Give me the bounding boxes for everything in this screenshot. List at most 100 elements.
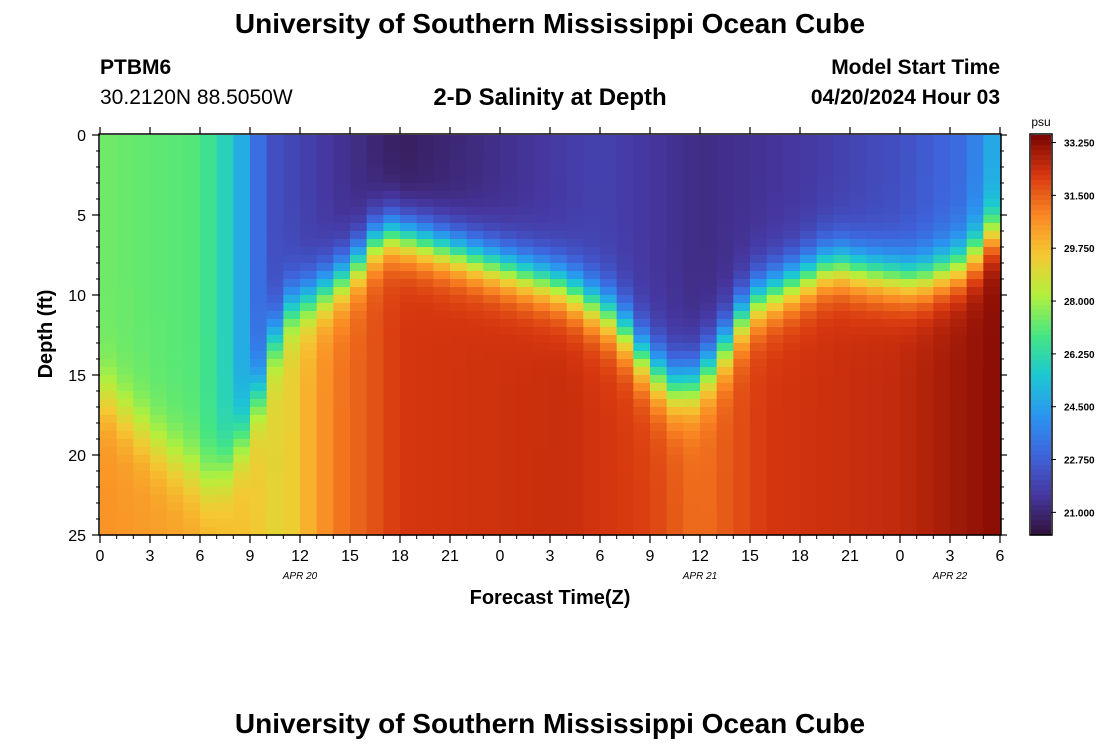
heatmap-cell — [566, 463, 584, 472]
heatmap-cell — [783, 231, 801, 240]
heatmap-cell — [283, 215, 301, 224]
heatmap-cell — [650, 351, 668, 360]
x-tick-label: 0 — [96, 548, 105, 565]
heatmap-cell — [600, 463, 618, 472]
heatmap-cell — [300, 455, 318, 464]
heatmap-cell — [416, 375, 434, 384]
heatmap-cell — [150, 463, 168, 472]
heatmap-cell — [483, 183, 501, 192]
heatmap-cell — [466, 207, 484, 216]
heatmap-cell — [550, 231, 568, 240]
heatmap-cell — [166, 519, 184, 528]
heatmap-cell — [116, 519, 134, 528]
heatmap-cell — [583, 239, 601, 248]
heatmap-cell — [416, 135, 434, 144]
heatmap-cell — [116, 439, 134, 448]
heatmap-cell — [600, 471, 618, 480]
heatmap-cell — [650, 511, 668, 520]
heatmap-cell — [816, 183, 834, 192]
heatmap-cell — [633, 391, 651, 400]
colorbar-segment — [1031, 225, 1051, 231]
heatmap-cell — [783, 167, 801, 176]
heatmap-cell — [600, 199, 618, 208]
heatmap-cell — [250, 343, 268, 352]
heatmap-cell — [233, 391, 251, 400]
heatmap-cell — [683, 463, 701, 472]
heatmap-cell — [216, 391, 234, 400]
heatmap-cell — [816, 319, 834, 328]
heatmap-cell — [100, 151, 118, 160]
heatmap-cell — [566, 175, 584, 184]
heatmap-cell — [433, 255, 451, 264]
heatmap-cell — [450, 207, 468, 216]
heatmap-cell — [116, 287, 134, 296]
heatmap-cell — [133, 311, 151, 320]
heatmap-cell — [516, 175, 534, 184]
heatmap-cell — [466, 415, 484, 424]
heatmap-cell — [616, 431, 634, 440]
heatmap-cell — [233, 495, 251, 504]
heatmap-cell — [133, 199, 151, 208]
x-tick-label: 3 — [546, 548, 555, 565]
heatmap-cell — [533, 303, 551, 312]
heatmap-cell — [916, 279, 934, 288]
heatmap-cell — [600, 519, 618, 528]
heatmap-cell — [833, 463, 851, 472]
heatmap-cell — [116, 143, 134, 152]
heatmap-cell — [300, 215, 318, 224]
heatmap-cell — [933, 479, 951, 488]
heatmap-cell — [916, 335, 934, 344]
heatmap-cell — [566, 191, 584, 200]
heatmap-cell — [133, 375, 151, 384]
heatmap-cell — [483, 503, 501, 512]
heatmap-cell — [616, 223, 634, 232]
heatmap-cell — [700, 311, 718, 320]
heatmap-cell — [533, 335, 551, 344]
heatmap-cell — [583, 351, 601, 360]
heatmap-cell — [750, 303, 768, 312]
heatmap-cell — [283, 159, 301, 168]
heatmap-cell — [633, 247, 651, 256]
heatmap-cell — [866, 439, 884, 448]
heatmap-cell — [416, 367, 434, 376]
heatmap-cell — [816, 455, 834, 464]
heatmap-cell — [266, 463, 284, 472]
heatmap-cell — [983, 391, 1001, 400]
heatmap-cell — [116, 167, 134, 176]
heatmap-cell — [750, 367, 768, 376]
heatmap-cell — [683, 431, 701, 440]
heatmap-cell — [833, 303, 851, 312]
heatmap-cell — [566, 231, 584, 240]
date-label: APR 21 — [682, 571, 717, 582]
heatmap-cell — [366, 343, 384, 352]
heatmap-cell — [816, 191, 834, 200]
heatmap-cell — [683, 151, 701, 160]
heatmap-cell — [866, 527, 884, 536]
heatmap-cell — [266, 431, 284, 440]
heatmap-cell — [533, 399, 551, 408]
heatmap-cell — [483, 495, 501, 504]
heatmap-cell — [133, 319, 151, 328]
heatmap-cell — [466, 471, 484, 480]
heatmap-cell — [233, 415, 251, 424]
heatmap-cell — [833, 495, 851, 504]
heatmap-cell — [833, 471, 851, 480]
heatmap-cell — [883, 287, 901, 296]
heatmap-cell — [300, 239, 318, 248]
heatmap-cell — [750, 375, 768, 384]
heatmap-cell — [933, 527, 951, 536]
heatmap-cell — [366, 511, 384, 520]
colorbar-segment — [1031, 240, 1051, 246]
heatmap-cell — [233, 479, 251, 488]
heatmap-cell — [316, 159, 334, 168]
heatmap-cell — [166, 151, 184, 160]
heatmap-cell — [816, 343, 834, 352]
heatmap-cell — [266, 279, 284, 288]
heatmap-cell — [583, 215, 601, 224]
heatmap-cell — [550, 223, 568, 232]
heatmap-cell — [916, 415, 934, 424]
heatmap-cell — [983, 439, 1001, 448]
heatmap-cell — [483, 215, 501, 224]
heatmap-cell — [233, 511, 251, 520]
heatmap-cell — [783, 359, 801, 368]
